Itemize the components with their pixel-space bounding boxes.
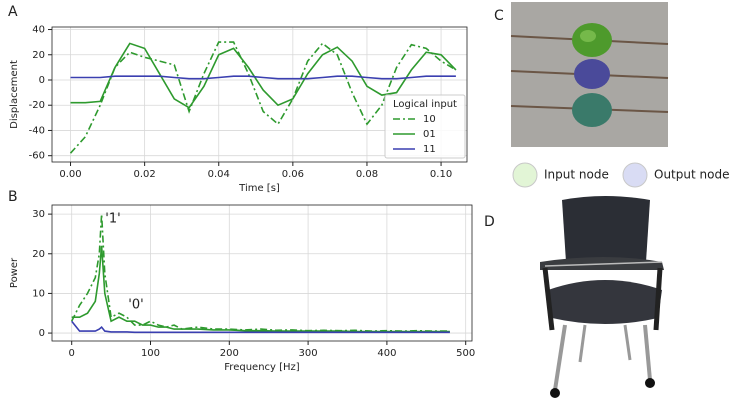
x-tick-label: 100 [141, 348, 160, 359]
x-tick-label: 300 [299, 348, 318, 359]
panel-letter: A [8, 4, 18, 20]
y-tick-label: 10 [32, 288, 45, 299]
y-axis-label: Power [9, 257, 20, 288]
y-axis-label: Displacement [9, 60, 20, 129]
y-tick-label: -40 [29, 125, 45, 136]
y-tick-label: -60 [29, 151, 45, 162]
legend-label: 10 [423, 114, 436, 125]
legend-label: Output node [654, 168, 729, 182]
x-tick-label: 0.00 [59, 169, 81, 180]
series-line [70, 75, 456, 80]
photo-nodes [510, 2, 669, 147]
panel-letter: B [8, 189, 18, 205]
series-line [70, 42, 457, 109]
y-tick-label: 0 [39, 328, 45, 339]
annotation: '1' [105, 212, 120, 227]
x-tick-label: 0.06 [282, 169, 304, 180]
legend-title: Logical input [393, 99, 457, 110]
y-tick-label: 30 [32, 209, 45, 220]
series-line [71, 320, 450, 334]
series-line [70, 214, 450, 332]
y-tick-label: 20 [32, 249, 45, 260]
x-tick-label: 500 [456, 348, 475, 359]
x-tick-label: 200 [220, 348, 239, 359]
series-line [69, 41, 457, 154]
series-line [71, 245, 450, 333]
x-tick-label: 0 [69, 348, 75, 359]
plot-frame [51, 26, 468, 163]
annotation: '0' [128, 298, 143, 313]
y-tick-label: -20 [29, 100, 45, 111]
y-tick-label: 20 [32, 50, 45, 61]
y-tick-label: 40 [32, 25, 45, 36]
x-tick-label: 400 [377, 348, 396, 359]
legend-box [384, 94, 466, 159]
y-tick-label: 0 [39, 75, 45, 86]
x-axis-label: Time [s] [238, 183, 280, 194]
x-tick-label: 0.04 [208, 169, 230, 180]
x-tick-label: 0.08 [356, 169, 378, 180]
plot-frame [51, 204, 473, 342]
x-tick-label: 0.02 [134, 169, 156, 180]
legend-label: 11 [423, 144, 436, 155]
x-axis-label: Frequency [Hz] [224, 362, 300, 373]
legend-label: 01 [423, 129, 436, 140]
x-tick-label: 0.10 [430, 169, 452, 180]
panel-letter: D [484, 214, 495, 230]
legend-label: Input node [544, 168, 609, 182]
node-legend [512, 162, 648, 188]
photo-chair [540, 196, 664, 398]
panel-letter: C [494, 8, 504, 24]
